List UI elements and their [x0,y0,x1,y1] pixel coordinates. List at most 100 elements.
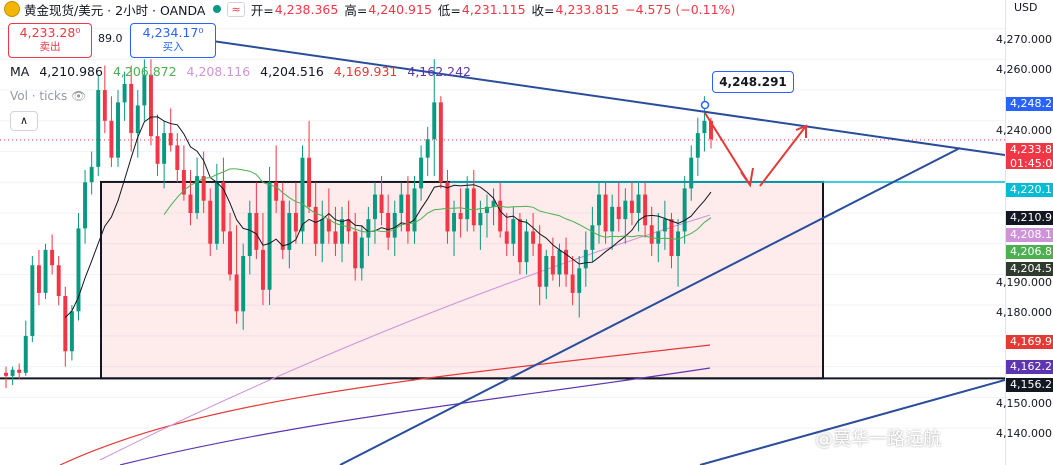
candle-body [162,133,167,164]
candle-body [485,206,489,213]
candle-body [241,256,246,312]
candle-body [333,231,338,244]
candle-body [399,194,404,213]
candle-body [346,219,351,232]
arrowhead [795,124,807,138]
candle-body [629,200,634,213]
last-price: 4,233.8 [1010,143,1052,156]
candle-body [320,219,325,244]
price-tag-ma: 4,208.1 [1006,228,1053,242]
ma-line [99,214,711,461]
candle-body [537,243,542,287]
ma-legend[interactable]: MA 4,210.986 4,206.872 4,208.116 4,204.5… [10,64,477,79]
high-value: 4,240.915 [368,1,432,17]
candle-body [425,139,430,158]
market-open-icon [213,5,222,13]
candle-body [214,182,219,244]
price-tag-callout: 4,248.2 [1006,97,1053,111]
chart-area[interactable]: 黄金现货/美元 · 2小时 · OANDA ≈ 开= 4,238.365 高= 4,… [0,0,1005,465]
candle-body [676,231,681,257]
weibo-watermark: @莫华一路远航 [815,429,941,450]
axis-tick: 4,150.000 [996,397,1052,410]
candle-body [148,74,153,137]
open-value: 4,238.365 [274,1,339,17]
candle-body [142,74,147,106]
candle-body [274,182,279,201]
price-tag-box-bottom: 4,156.2 [1006,378,1053,392]
price-tag-ma: 4,206.8 [1006,245,1053,259]
price-callout[interactable]: 4,248.291 [712,71,794,93]
candle-body [63,295,68,352]
candle-body [326,219,331,232]
candle-body [234,274,239,312]
ma-line [163,168,712,240]
candle-body [452,212,457,232]
candle-body [50,249,55,266]
ma-value: 4,208.116 [186,64,251,79]
candle-body [458,212,463,220]
price-tag-last: 4,233.8 01:45:0 [1006,143,1053,169]
ascending-trendline [339,147,961,465]
candle-body [300,157,305,232]
eye-off-icon[interactable]: 👁 [71,89,87,103]
price-tag-ma: 4,162.2 [1006,360,1053,374]
collapse-legend-button[interactable]: ∧ [10,111,38,131]
candle-body [372,194,377,220]
candle-body [135,105,140,134]
candle-body [445,182,450,232]
candle-body [649,225,654,244]
candle-body [30,265,35,336]
axis-tick: 4,140.000 [996,427,1052,440]
price-chart[interactable] [0,0,1005,465]
candle-body [293,212,298,232]
price-tag-box-top: 4,220.1 [1006,183,1053,197]
ma-value: 4,162.242 [407,64,471,79]
candle-body [23,335,28,373]
close-value: 4,233.815 [555,1,620,17]
candle-body [287,212,292,250]
candle-body [603,194,608,232]
candle-body [76,228,81,312]
buy-button[interactable]: 4,234.17⁰ 买入 [130,23,216,58]
candle-body [155,136,160,164]
low-label: 低= [437,2,461,18]
candle-body [491,200,496,207]
candle-body [181,169,186,195]
currency-label[interactable]: USD [1014,1,1038,14]
change-value: −4.575 (−0.11%) [625,1,736,17]
candle-body [17,369,22,373]
candle-body [465,188,470,220]
open-label: 开= [250,2,274,18]
candle-body [583,249,588,269]
low-value: 4,231.115 [461,1,526,17]
volume-legend[interactable]: Vol · ticks 👁 [10,89,86,103]
candle-body [419,157,424,189]
candle-body [168,133,173,146]
ma-label: MA [10,64,30,79]
price-axis[interactable]: USD 4,270.000 4,260.000 4,240.000 4,190.… [996,0,1053,465]
candle-body [544,256,549,287]
buy-label: 买入 [162,41,184,53]
candle-body [623,200,628,220]
candle-body [307,157,312,207]
close-label: 收= [531,2,555,18]
alert-icon[interactable]: ≈ [227,1,245,17]
candle-body [69,311,74,352]
candle-body [4,372,8,376]
sell-button[interactable]: 4,233.28⁰ 卖出 [8,23,92,58]
candle-body [175,145,180,170]
candle-body [643,194,648,226]
ma-value: 4,206.872 [112,64,177,79]
candle-body [689,157,694,189]
candle-body [96,90,101,167]
candle-body [662,219,667,232]
candle-body [313,206,318,244]
symbol-title[interactable]: 黄金现货/美元 · 2小时 · OANDA [24,2,206,18]
candle-body [709,120,713,140]
candle-body [10,369,15,376]
candle-body [228,231,232,275]
candle-body [597,194,601,226]
candle-body [201,176,206,201]
candle-body [260,249,265,290]
candle-body [359,237,364,269]
